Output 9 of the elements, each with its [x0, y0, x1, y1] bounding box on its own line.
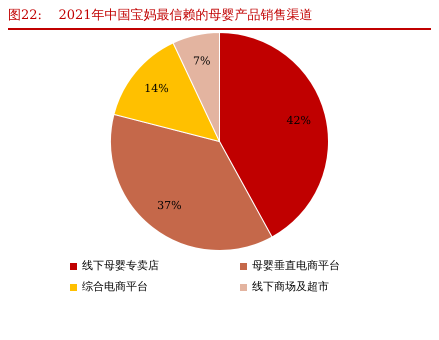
data-label: 37% — [157, 198, 182, 212]
legend-label: 线下母婴专卖店 — [81, 258, 160, 273]
data-label: 7% — [192, 54, 210, 68]
data-label: 42% — [286, 114, 311, 128]
chart-title: 图22: 2021年中国宝妈最信赖的母婴产品销售渠道 — [8, 6, 431, 30]
legend-label: 综合电商平台 — [81, 279, 149, 294]
data-label: 14% — [144, 82, 169, 96]
legend-label: 线下商场及超市 — [251, 279, 330, 294]
legend-label: 母婴垂直电商平台 — [251, 258, 341, 273]
